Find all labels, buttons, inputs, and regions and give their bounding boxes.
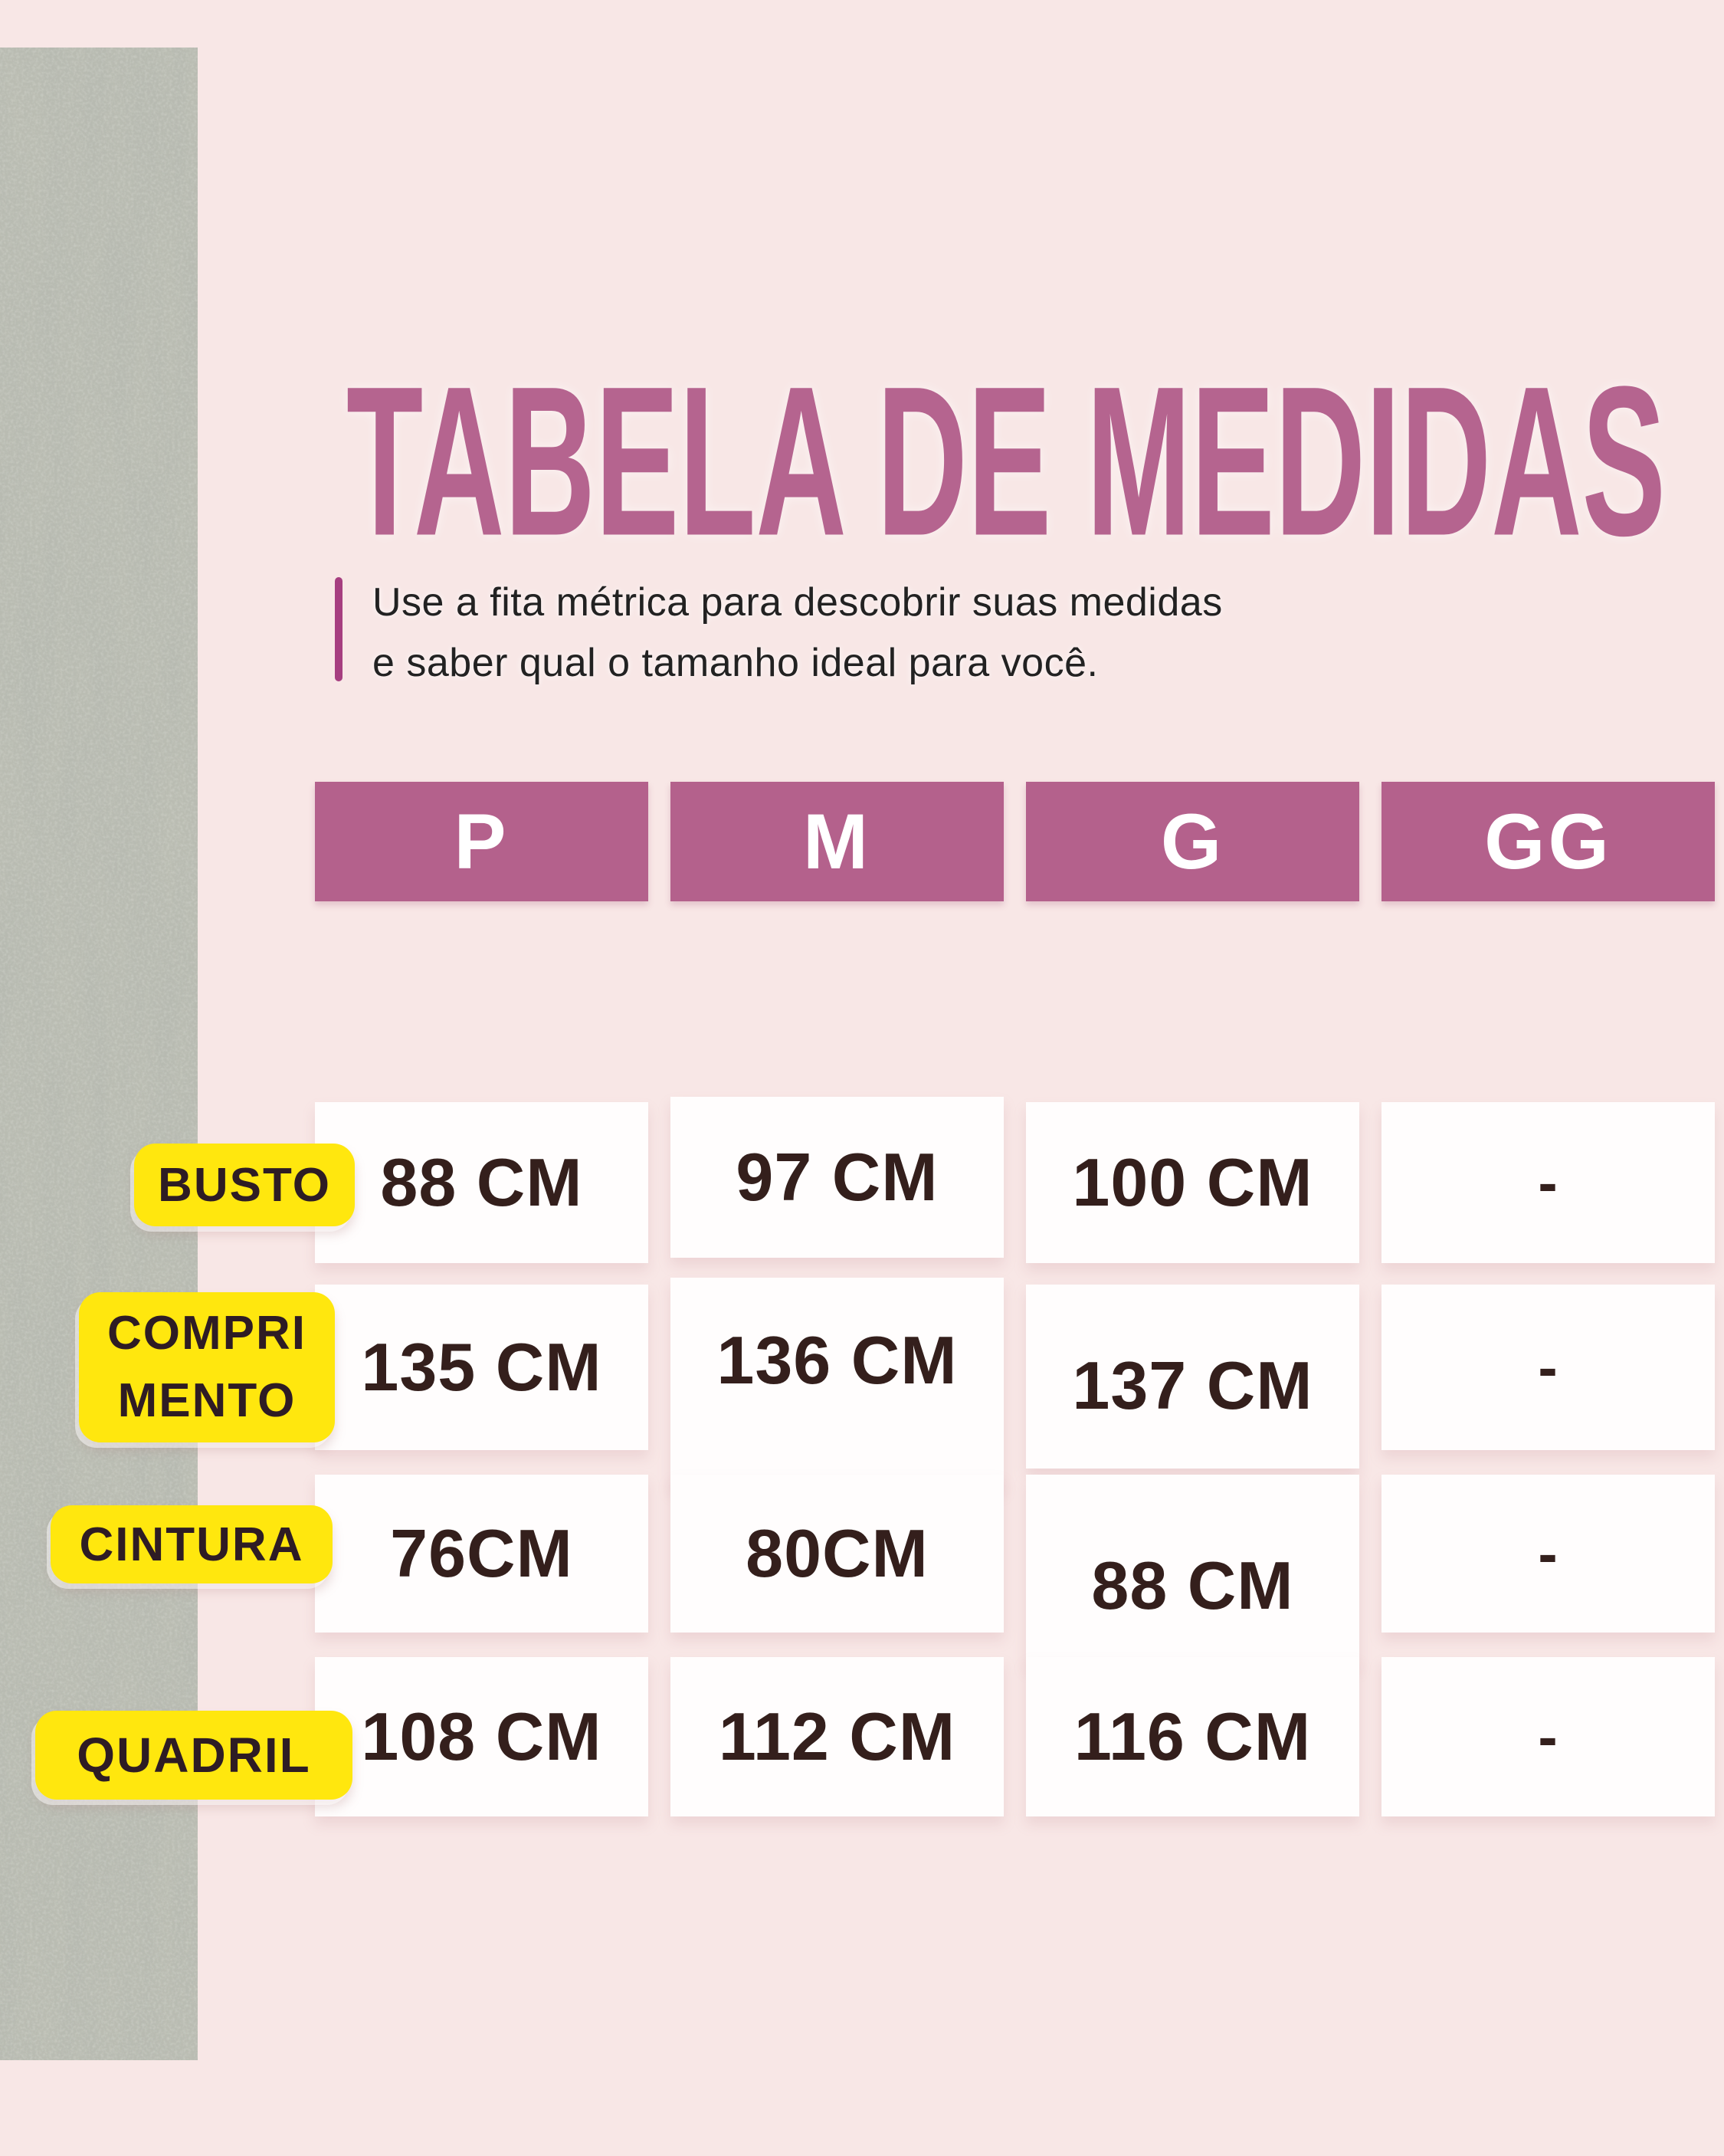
cell-busto-g: 100 CM — [1026, 1102, 1359, 1263]
intro-text: Use a fita métrica para descobrir suas m… — [372, 573, 1223, 694]
intro-text-line-1: Use a fita métrica para descobrir suas m… — [372, 580, 1223, 625]
size-header-p: P — [315, 782, 648, 901]
cell-busto-m: 97 CM — [670, 1097, 1004, 1258]
cell-comprimento-gg: - — [1381, 1285, 1715, 1450]
cell-cintura-m: 80CM — [670, 1475, 1004, 1633]
cell-cintura-gg: - — [1381, 1475, 1715, 1633]
cell-comprimento-p: 135 CM — [315, 1285, 648, 1450]
cell-comprimento-m: 136 CM — [670, 1278, 1004, 1488]
wall-texture-image — [0, 48, 198, 2060]
size-header-g: G — [1026, 782, 1359, 901]
cell-busto-gg: - — [1381, 1102, 1715, 1263]
cell-busto-p: 88 CM — [315, 1102, 648, 1263]
cell-quadril-g: 116 CM — [1026, 1657, 1359, 1816]
row-label-comprimento: COMPRI MENTO — [79, 1292, 335, 1442]
intro-text-line-2: e saber qual o tamanho ideal para você. — [372, 641, 1099, 685]
cell-quadril-gg: - — [1381, 1657, 1715, 1816]
size-header-m: M — [670, 782, 1004, 901]
page-title: TABELA DE MEDIDAS — [346, 343, 1666, 581]
size-header-gg: GG — [1381, 782, 1715, 901]
row-label-comprimento-line-2: MENTO — [117, 1374, 297, 1427]
cell-quadril-m: 112 CM — [670, 1657, 1004, 1816]
cell-quadril-p: 108 CM — [315, 1657, 648, 1816]
intro-accent-bar — [335, 577, 343, 681]
row-label-quadril: QUADRIL — [35, 1711, 352, 1800]
cell-cintura-p: 76CM — [315, 1475, 648, 1633]
cell-comprimento-g: 137 CM — [1026, 1285, 1359, 1469]
row-label-comprimento-line-1: COMPRI — [107, 1307, 306, 1360]
row-label-busto: BUSTO — [134, 1144, 355, 1226]
cell-cintura-g: 88 CM — [1026, 1475, 1359, 1665]
wall-texture-graphic — [0, 48, 198, 2060]
row-label-cintura: CINTURA — [51, 1505, 333, 1583]
